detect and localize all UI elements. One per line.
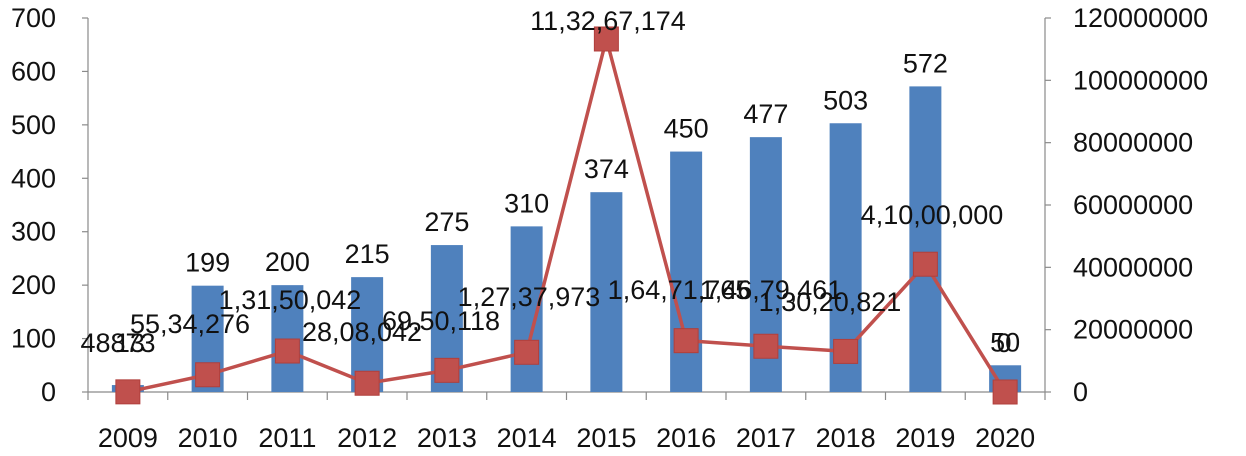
x-axis-tick-label: 2017 xyxy=(736,423,796,453)
left-axis-tick-label: 200 xyxy=(11,270,56,300)
x-axis-tick-label: 2009 xyxy=(98,423,158,453)
bar-value-label: 275 xyxy=(424,207,469,237)
line-marker xyxy=(912,251,938,277)
bar xyxy=(590,192,623,392)
bar xyxy=(909,86,942,392)
bar-value-label: 450 xyxy=(664,114,709,144)
line-value-label: 1,64,71,765 xyxy=(608,275,751,305)
line-marker xyxy=(833,338,859,364)
line-value-label: 1,27,37,973 xyxy=(458,282,601,312)
line-marker xyxy=(115,379,141,405)
line-marker xyxy=(673,328,699,354)
line-series xyxy=(127,37,1007,394)
right-axis-tick-label: 40000000 xyxy=(1073,252,1193,282)
bar-value-label: 477 xyxy=(743,99,788,129)
bar-value-label: 572 xyxy=(903,48,948,78)
line-value-label: 0 xyxy=(996,328,1011,358)
left-axis-tick-label: 400 xyxy=(11,163,56,193)
bar-value-label: 503 xyxy=(823,85,868,115)
x-axis-tick-label: 2010 xyxy=(178,423,238,453)
x-axis-tick-label: 2012 xyxy=(337,423,397,453)
line-value-label: 1,30,20,821 xyxy=(759,287,902,317)
right-axis-tick-label: 60000000 xyxy=(1073,190,1193,220)
bar-value-label: 13 xyxy=(115,328,145,358)
line-marker xyxy=(434,357,460,383)
left-axis-tick-label: 300 xyxy=(11,217,56,247)
x-axis-tick-label: 2013 xyxy=(417,423,477,453)
x-axis-tick-label: 2014 xyxy=(497,423,557,453)
left-axis-tick-label: 600 xyxy=(11,56,56,86)
right-axis-tick-label: 80000000 xyxy=(1073,128,1193,158)
right-axis-tick-label: 0 xyxy=(1073,377,1088,407)
line-value-label: 69,50,118 xyxy=(382,306,500,336)
x-axis-tick-label: 2020 xyxy=(975,423,1035,453)
line-value-label: 28,08,042 xyxy=(302,317,422,347)
left-axis-tick-label: 100 xyxy=(11,324,56,354)
left-axis-tick-label: 500 xyxy=(11,110,56,140)
bar-value-label: 200 xyxy=(265,247,310,277)
bar-value-label: 50 xyxy=(990,327,1020,357)
right-axis-tick-label: 120000000 xyxy=(1073,3,1208,33)
line-marker xyxy=(274,338,300,364)
x-axis-tick-label: 2016 xyxy=(656,423,716,453)
line-marker xyxy=(514,339,540,365)
bar-value-label: 215 xyxy=(345,239,390,269)
left-axis-tick-label: 700 xyxy=(11,3,56,33)
bar xyxy=(670,151,703,392)
x-axis-tick-label: 2019 xyxy=(895,423,955,453)
line-marker xyxy=(593,26,619,52)
x-axis-tick-label: 2018 xyxy=(816,423,876,453)
line-marker xyxy=(992,379,1018,405)
line-value-label: 11,32,67,174 xyxy=(530,6,686,36)
right-axis-tick-label: 100000000 xyxy=(1073,65,1208,95)
bar-value-label: 310 xyxy=(504,188,549,218)
line-value-label: 48873 xyxy=(80,328,155,358)
line-marker xyxy=(354,370,380,396)
line-value-label: 1,46,79,461 xyxy=(700,275,843,305)
bar-value-label: 374 xyxy=(584,154,629,184)
line-value-label: 1,31,50,042 xyxy=(219,285,362,315)
x-axis-tick-label: 2015 xyxy=(576,423,636,453)
right-axis-tick-label: 20000000 xyxy=(1073,315,1193,345)
line-value-label: 55,34,276 xyxy=(130,309,250,339)
left-axis-tick-label: 0 xyxy=(41,377,56,407)
line-marker xyxy=(195,362,221,388)
x-axis-tick-label: 2011 xyxy=(258,423,316,453)
bar-value-label: 199 xyxy=(185,248,230,278)
line-marker xyxy=(753,333,779,359)
line-value-label: 4,10,00,000 xyxy=(861,200,1004,230)
